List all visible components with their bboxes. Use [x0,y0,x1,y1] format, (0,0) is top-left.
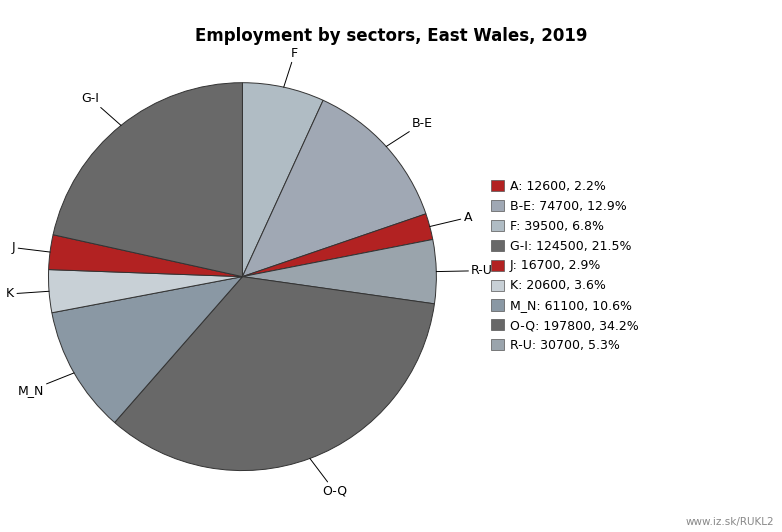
Wedge shape [242,214,432,277]
Wedge shape [52,277,242,422]
Wedge shape [48,270,242,313]
Wedge shape [53,82,242,277]
Text: J: J [12,241,50,254]
Wedge shape [242,101,426,277]
Wedge shape [48,235,242,277]
Text: B-E: B-E [386,117,433,146]
Wedge shape [242,82,323,277]
Legend: A: 12600, 2.2%, B-E: 74700, 12.9%, F: 39500, 6.8%, G-I: 124500, 21.5%, J: 16700,: A: 12600, 2.2%, B-E: 74700, 12.9%, F: 39… [491,180,639,352]
Text: Employment by sectors, East Wales, 2019: Employment by sectors, East Wales, 2019 [195,27,587,45]
Text: K: K [6,287,49,301]
Wedge shape [242,239,436,304]
Text: A: A [430,211,472,227]
Text: R-U: R-U [436,264,493,277]
Text: G-I: G-I [81,92,121,126]
Text: M_N: M_N [17,373,74,397]
Text: F: F [284,46,298,87]
Wedge shape [115,277,435,471]
Text: O-Q: O-Q [310,459,347,498]
Text: www.iz.sk/RUKL2: www.iz.sk/RUKL2 [686,517,774,527]
